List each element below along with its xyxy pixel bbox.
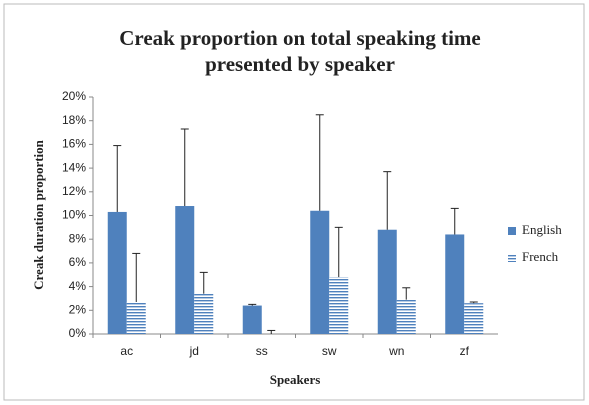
bar: [396, 299, 416, 334]
bar: [107, 211, 127, 334]
error-bar: [248, 303, 257, 306]
error-bar: [113, 145, 122, 212]
error-bar: [450, 207, 459, 235]
error-bar: [315, 114, 324, 211]
y-tick-label: 4%: [69, 279, 87, 293]
y-tick-label: 14%: [62, 160, 86, 174]
y-axis-label: Creak duration proportion: [31, 139, 46, 290]
y-tick-label: 6%: [69, 255, 87, 269]
bar: [329, 277, 349, 334]
y-tick-label: 12%: [62, 184, 86, 198]
error-bar: [402, 287, 411, 300]
error-bar: [334, 226, 343, 278]
x-tick-label: ac: [120, 344, 133, 358]
legend-label: French: [522, 249, 559, 264]
chart-title: presented by speaker: [205, 52, 395, 76]
bar: [194, 293, 214, 334]
x-tick-label: sw: [322, 344, 337, 358]
error-bar: [180, 128, 189, 207]
bar: [175, 206, 195, 334]
legend-label: English: [522, 222, 562, 237]
y-tick-label: 10%: [62, 208, 86, 222]
y-tick-label: 0%: [69, 326, 87, 340]
error-bar: [199, 271, 208, 294]
y-tick-label: 18%: [62, 113, 86, 127]
error-bar: [132, 252, 141, 303]
bar: [464, 303, 484, 334]
y-tick-label: 2%: [69, 302, 87, 316]
x-axis-label: Speakers: [270, 372, 321, 387]
x-tick-label: wn: [388, 344, 404, 358]
error-bar: [267, 329, 276, 334]
legend-swatch: [508, 254, 516, 262]
chart-title: Creak proportion on total speaking time: [119, 26, 481, 50]
x-tick-label: ss: [256, 344, 268, 358]
legend-swatch: [508, 227, 516, 235]
bar: [377, 229, 397, 334]
x-tick-label: jd: [189, 344, 199, 358]
y-tick-label: 16%: [62, 137, 86, 151]
y-tick-label: 8%: [69, 231, 87, 245]
bar: [445, 234, 465, 334]
bar: [242, 305, 262, 334]
error-bar: [469, 301, 478, 304]
error-bar: [383, 171, 392, 230]
bar: [310, 210, 330, 334]
y-tick-label: 20%: [62, 89, 86, 103]
x-tick-label: zf: [460, 344, 470, 358]
bar: [126, 302, 146, 334]
